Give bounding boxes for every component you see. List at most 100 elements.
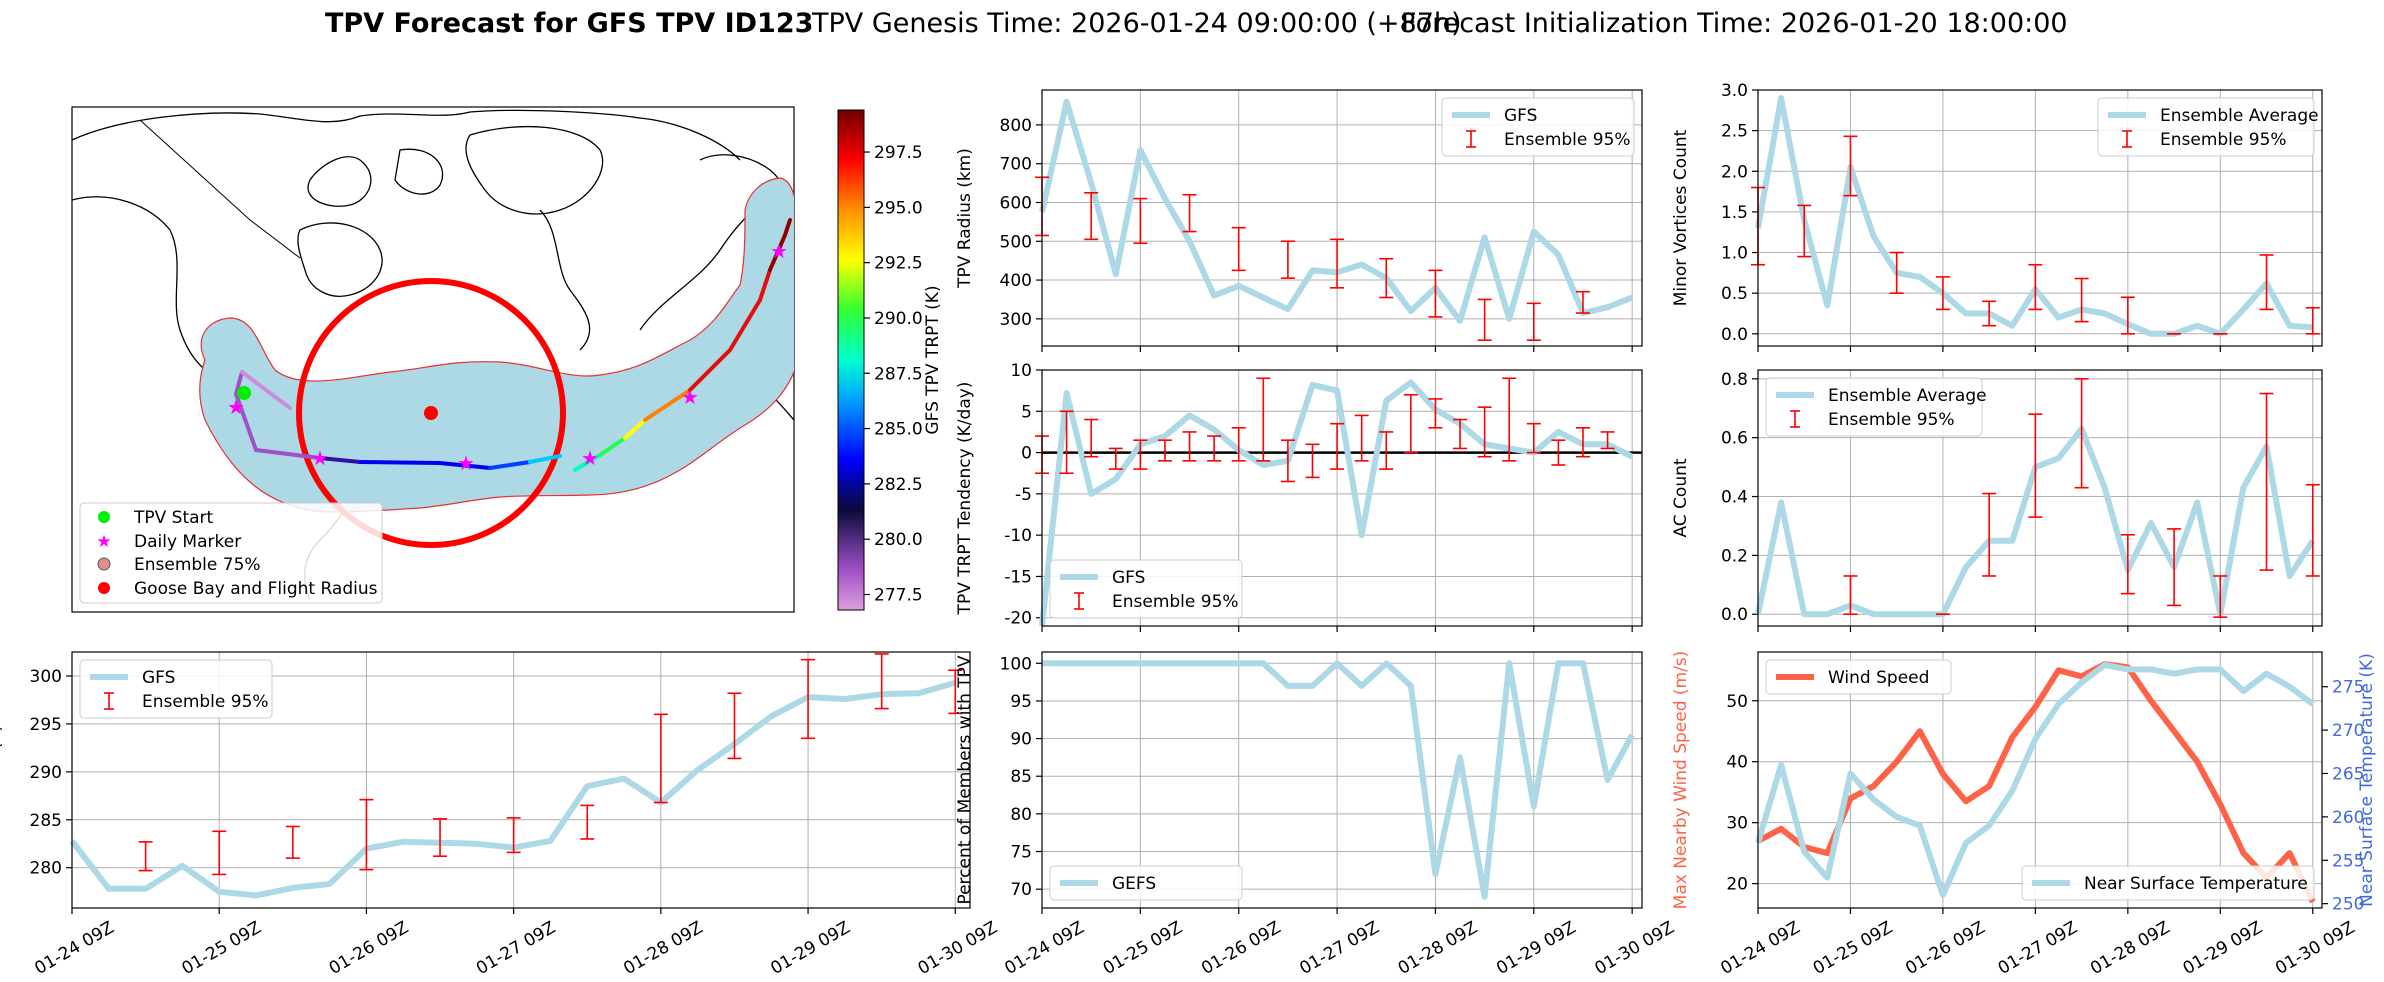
errorbar [1575,290,1590,314]
errorbar [1354,414,1369,462]
errorbar [2167,528,2182,607]
x-tick-label: 01-30 09Z [915,918,1001,979]
y-tick-label: 5 [1021,402,1032,422]
legend-box [1049,865,1243,901]
y-right-axis-label: Near Surface Temperature (K) [2357,653,2377,907]
y-tick-label: -15 [1004,567,1032,587]
legend-box [1765,659,1952,695]
errorbar [1379,431,1394,470]
errorbar [1526,302,1541,341]
y-axis-label: TPV TRPT Tendency (K/day) [955,382,975,616]
series-line-near-surface-temperature [1755,662,2315,898]
x-tick-label: 01-29 09Z [1493,918,1579,979]
errorbar [1182,431,1197,462]
axes-frame [1757,89,2323,347]
tpv-track [233,218,792,472]
chart-legend: GFS Ensemble 95% [79,659,273,719]
errorbar [1428,269,1443,318]
y-tick-label: 0 [1021,444,1032,464]
colorbar: 277.5 280.0 282.5 285.0 287.5 290.0 292.5 295.0… [837,109,943,611]
legend-box [2021,865,2315,901]
y-right-tick-label: 275 [2332,678,2364,698]
errorbar [2120,533,2135,595]
errorbar [1133,197,1148,245]
daily-markers: ★ ★ ★ ★ ★ ★ [227,239,788,475]
errorbar [1575,427,1590,458]
y-tick-label: 290 [30,763,62,783]
y-tick-label: 10 [1010,361,1032,381]
x-tick-label: 01-30 09Z [1592,918,1678,979]
y-axis-label: TPV Radius (km) [955,148,975,289]
chart-wind_temp: 01-24 09Z 01-25 09Z 01-26 09Z 01-27 09Z 01-2… [1671,651,2377,979]
y-tick-label: 280 [30,859,62,879]
colorbar-tick-label: 277.5 [874,586,923,606]
y-tick-label: 700 [1000,155,1032,175]
y-tick-label: 70 [1010,880,1032,900]
errorbar [1935,276,1950,311]
series-line-gefs [1042,660,1635,900]
chart-legend: Ensemble Average Ensemble 95% [1765,377,1987,437]
y-tick-label: 2.0 [1721,162,1748,182]
legend-ensemble-icon [97,557,111,571]
y-tick-label: 400 [1000,271,1032,291]
daily-marker-5: ★ [681,385,699,409]
legend-label: Ensemble 95% [1828,410,1955,430]
y-tick-label: -5 [1015,485,1032,505]
chart-legend: Near Surface Temperature [2021,865,2315,901]
chart-trpt: 01-24 09Z 01-25 09Z 01-26 09Z 01-27 09Z 01-2… [0,651,1001,979]
y-tick-label: 0.8 [1721,370,1748,390]
errorbar [1982,300,1997,327]
errorbar [1843,575,1858,616]
y-axis-label: AC Count [1671,458,1691,537]
map-panel: ★ ★ ★ ★ ★ ★ TPV Start ★ Daily Marker Ens… [71,106,943,613]
errorbar [874,653,889,710]
legend-ensemble-75: Ensemble 75% [134,555,261,575]
legend-label: Wind Speed [1828,668,1929,688]
errorbar [1982,492,1997,577]
errorbar [433,818,448,858]
x-tick-label: 01-30 09Z [2272,918,2358,979]
x-tick-label: 01-26 09Z [1902,918,1988,979]
colorbar-tick-label: 297.5 [874,143,923,163]
y-tick-label: 0.5 [1721,284,1748,304]
legend-goose-bay: Goose Bay and Flight Radius [134,579,378,599]
errorbar [2213,575,2228,618]
chart-tendency: -20 -15 -10 -5 0 5 10 TPV TRPT Tendency (K/day)… [955,361,1643,632]
errorbar [1084,191,1099,241]
axes-frame [1041,651,1643,909]
y-tick-label: 1.5 [1721,203,1748,223]
legend-label: Near Surface Temperature [2084,874,2308,894]
legend-label: Ensemble 95% [142,692,269,712]
errorbar [359,798,374,871]
axes-frame [71,651,971,909]
y-tick-label: 20 [1726,875,1748,895]
errorbar [653,713,668,804]
daily-marker-1: ★ [227,395,245,419]
y-tick-label: 800 [1000,116,1032,136]
errorbar [2028,263,2043,311]
errorbar [1600,431,1615,450]
x-tick-label: 01-28 09Z [1395,918,1481,979]
x-tick-label: 01-25 09Z [1810,918,1896,979]
y-tick-label: 0.0 [1721,325,1748,345]
x-tick-label: 01-26 09Z [326,918,412,979]
y-tick-label: 50 [1726,692,1748,712]
errorbar [1231,427,1246,462]
errorbar [1843,135,1858,197]
errorbar [727,692,742,760]
errorbar [1797,204,1812,258]
y-tick-label: 40 [1726,753,1748,773]
errorbar [1502,377,1517,462]
legend-tpv-start-icon [98,511,110,523]
errorbar [2074,378,2089,489]
title-init: Forecast Initialization Time: 2026-01-20… [1401,8,2068,39]
map-legend: TPV Start ★ Daily Marker Ensemble 75% Go… [79,502,383,604]
errorbar [138,841,153,872]
y-tick-label: 1.0 [1721,244,1748,264]
chart-minor: 0.0 0.5 1.0 1.5 2.0 2.5 3.0 Minor Vortices Coun… [1671,81,2323,352]
colorbar-gradient [837,109,865,611]
errorbar [1477,298,1492,341]
x-tick-label: 01-29 09Z [767,918,853,979]
y-right-tick-label: 270 [2332,721,2364,741]
